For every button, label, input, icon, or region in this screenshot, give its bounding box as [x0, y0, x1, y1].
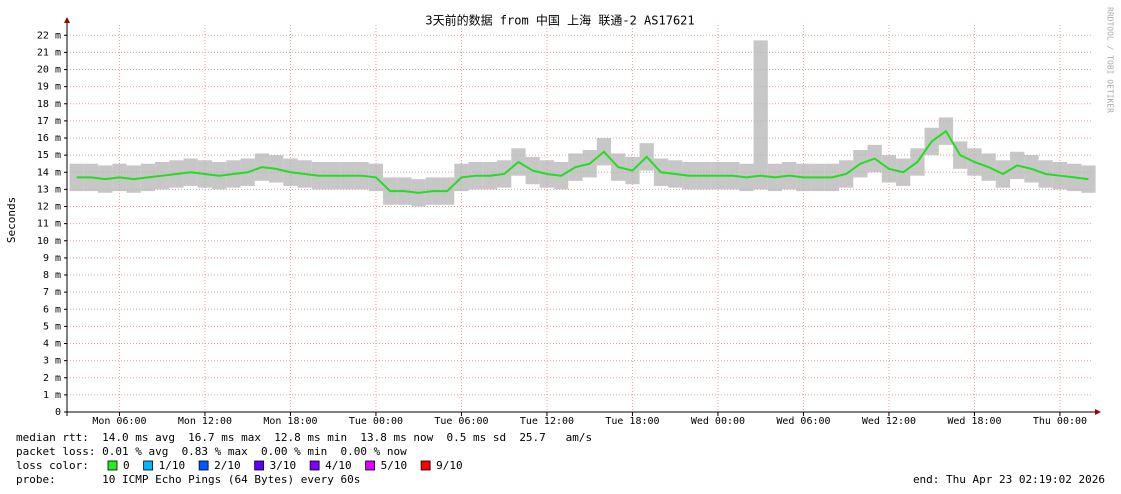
- loss-color-swatch: [309, 460, 320, 471]
- x-tick-label: Tue 06:00: [434, 416, 488, 427]
- chart-title: 3天前的数据 from 中国 上海 联通-2 AS17621: [425, 13, 694, 28]
- y-tick-label: 8 m: [43, 270, 61, 281]
- y-arrow: [64, 17, 70, 23]
- x-tick-label: Tue 00:00: [349, 416, 403, 427]
- y-tick-label: 11 m: [37, 219, 61, 230]
- x-tick-label: Wed 00:00: [691, 416, 745, 427]
- legend-end: end: Thu Apr 23 02:19:02 2026: [913, 473, 1105, 486]
- loss-color-label: 5/10: [381, 459, 408, 472]
- y-axis-label: Seconds: [5, 197, 18, 243]
- y-tick-label: 13 m: [37, 184, 61, 195]
- y-tick-label: 16 m: [37, 133, 61, 144]
- loss-color-label: 3/10: [270, 459, 297, 472]
- y-tick-label: 4 m: [43, 339, 61, 350]
- legend-probe: probe: 10 ICMP Echo Pings (64 Bytes) eve…: [16, 473, 360, 486]
- y-tick-label: 22 m: [37, 30, 61, 41]
- y-tick-label: 3 m: [43, 356, 61, 367]
- x-tick-label: Tue 12:00: [520, 416, 574, 427]
- y-tick-label: 17 m: [37, 116, 61, 127]
- y-tick-label: 1 m: [43, 390, 61, 401]
- y-tick-label: 19 m: [37, 82, 61, 93]
- y-tick-label: 9 m: [43, 253, 61, 264]
- loss-color-label: 2/10: [214, 459, 241, 472]
- x-tick-label: Mon 06:00: [92, 416, 146, 427]
- loss-color-swatch: [107, 460, 118, 471]
- y-tick-label: 6 m: [43, 304, 61, 315]
- loss-color-swatch: [420, 460, 431, 471]
- legend-loss: packet loss: 0.01 % avg 0.83 % max 0.00 …: [16, 445, 407, 458]
- x-tick-label: Tue 18:00: [605, 416, 659, 427]
- loss-color-label: 4/10: [325, 459, 352, 472]
- legend-rtt: median rtt: 14.0 ms avg 16.7 ms max 12.8…: [16, 431, 592, 444]
- loss-color-swatch: [254, 460, 265, 471]
- y-tick-label: 10 m: [37, 236, 61, 247]
- x-tick-label: Wed 18:00: [947, 416, 1001, 427]
- x-tick-label: Thu 00:00: [1033, 416, 1087, 427]
- loss-color-swatch: [365, 460, 376, 471]
- smoke: [753, 40, 768, 190]
- x-tick-label: Mon 12:00: [178, 416, 232, 427]
- y-tick-label: 7 m: [43, 287, 61, 298]
- y-tick-label: 14 m: [37, 167, 61, 178]
- y-tick-label: 20 m: [37, 65, 61, 76]
- y-tick-label: 15 m: [37, 150, 61, 161]
- loss-color-swatch: [198, 460, 209, 471]
- loss-color-label: 0: [123, 459, 130, 472]
- y-tick-label: 12 m: [37, 202, 61, 213]
- y-tick-label: 0: [55, 407, 61, 418]
- y-tick-label: 5 m: [43, 321, 61, 332]
- loss-color-label: 9/10: [436, 459, 463, 472]
- watermark: RRDTOOL / TOBI OETIKER: [1106, 7, 1115, 113]
- legend-loss-color: loss color:: [16, 459, 89, 472]
- y-tick-label: 18 m: [37, 99, 61, 110]
- x-tick-label: Mon 18:00: [263, 416, 317, 427]
- loss-color-label: 1/10: [159, 459, 186, 472]
- median-line: [76, 129, 1089, 194]
- y-tick-label: 21 m: [37, 47, 61, 58]
- y-tick-label: 2 m: [43, 373, 61, 384]
- x-arrow: [1095, 409, 1101, 415]
- x-tick-label: Wed 12:00: [862, 416, 916, 427]
- loss-color-swatch: [143, 460, 154, 471]
- x-tick-label: Wed 06:00: [776, 416, 830, 427]
